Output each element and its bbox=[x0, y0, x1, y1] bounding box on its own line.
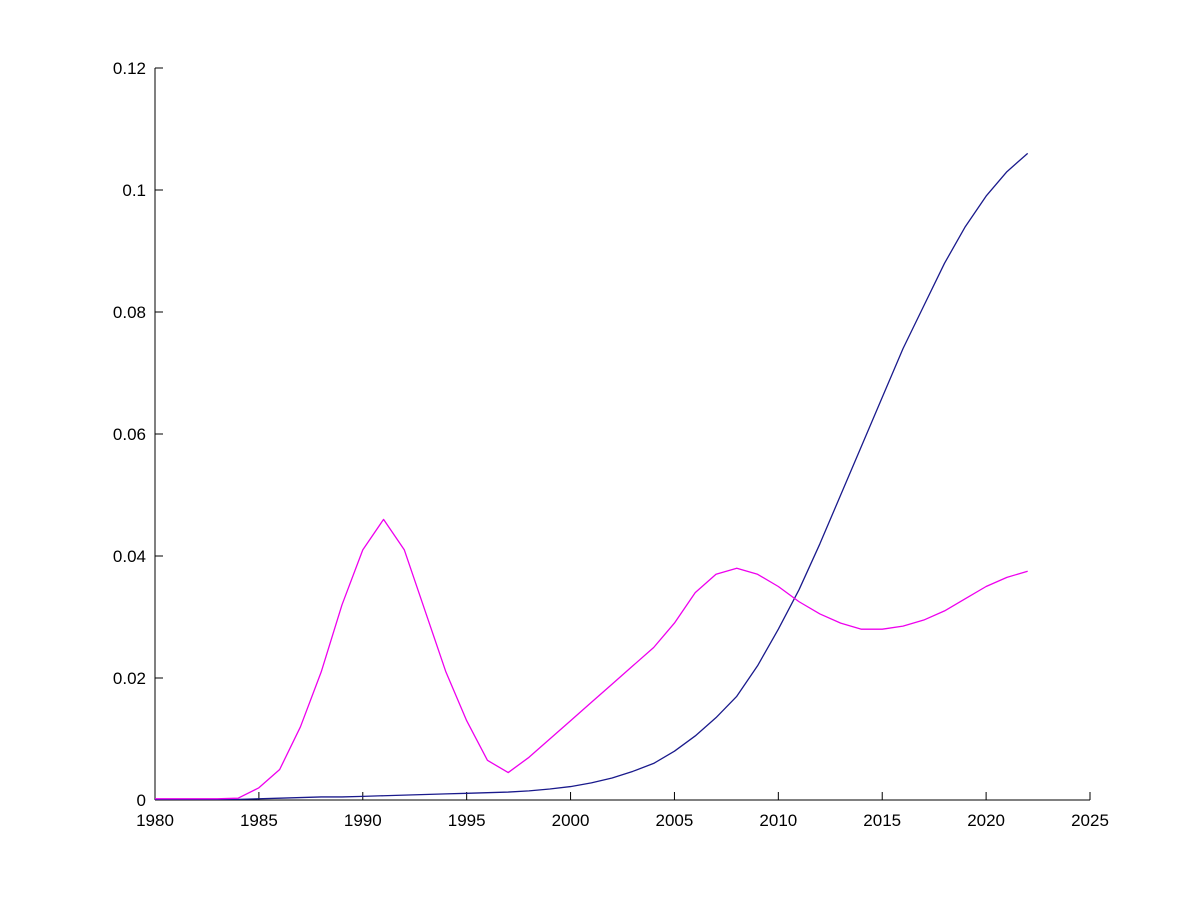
x-tick-label: 1980 bbox=[136, 811, 174, 830]
y-tick-label: 0.06 bbox=[113, 425, 146, 444]
y-tick-label: 0 bbox=[137, 791, 146, 810]
x-tick-label: 2025 bbox=[1071, 811, 1109, 830]
x-tick-label: 1995 bbox=[448, 811, 486, 830]
y-tick-label: 0.04 bbox=[113, 547, 146, 566]
y-tick-label: 0.1 bbox=[122, 181, 146, 200]
series-blue-line bbox=[155, 152, 1029, 801]
x-tick-label: 2010 bbox=[759, 811, 797, 830]
x-tick-label: 2000 bbox=[552, 811, 590, 830]
y-tick-label: 0.12 bbox=[113, 59, 146, 78]
series-magenta-line bbox=[155, 518, 1028, 800]
x-tick-label: 1985 bbox=[240, 811, 278, 830]
y-tick-label: 0.08 bbox=[113, 303, 146, 322]
x-tick-label: 2020 bbox=[967, 811, 1005, 830]
y-tick-label: 0.02 bbox=[113, 669, 146, 688]
x-tick-label: 2015 bbox=[863, 811, 901, 830]
x-tick-label: 2005 bbox=[656, 811, 694, 830]
x-tick-label: 1990 bbox=[344, 811, 382, 830]
